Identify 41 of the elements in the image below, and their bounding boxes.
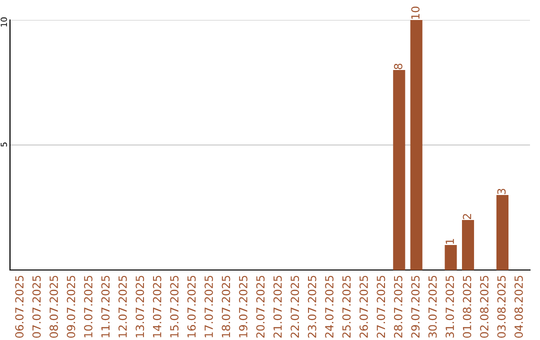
x-tick-label: 02.08.2025 [480, 276, 488, 338]
bar [462, 220, 474, 270]
x-tick-label: 10.07.2025 [84, 276, 92, 338]
x-tick-label: 11.07.2025 [101, 276, 110, 338]
data-label: 8 [394, 64, 402, 70]
x-tick-label: 23.07.2025 [308, 276, 316, 338]
x-tick-label: 29.07.2025 [411, 276, 420, 338]
data-label: 10 [411, 6, 420, 19]
x-tick-label: 13.07.2025 [136, 276, 144, 338]
x-tick-label: 25.07.2025 [342, 276, 351, 338]
x-tick-label: 18.07.2025 [222, 276, 230, 338]
x-tick-label: 09.07.2025 [66, 276, 76, 338]
x-tick-label: 06.07.2025 [15, 276, 24, 338]
data-label: 3 [497, 188, 506, 194]
x-tick-label: 08.07.2025 [50, 276, 58, 338]
x-tick-label: 14.07.2025 [152, 276, 162, 338]
data-label: 1 [446, 238, 454, 244]
x-tick-label: 12.07.2025 [118, 276, 127, 338]
bar [444, 245, 457, 270]
x-tick-label: 24.07.2025 [325, 276, 334, 338]
y-tick-label: 5 [0, 142, 7, 146]
x-tick-label: 20.07.2025 [256, 276, 265, 338]
x-tick-label: 17.07.2025 [204, 276, 213, 338]
x-tick-label: 22.07.2025 [290, 276, 300, 338]
x-tick-label: 21.07.2025 [273, 276, 282, 338]
x-tick-label: 27.07.2025 [376, 276, 386, 338]
x-tick-label: 26.07.2025 [360, 276, 368, 338]
x-tick-label: 31.07.2025 [446, 276, 454, 338]
x-tick-label: 15.07.2025 [170, 276, 179, 338]
x-tick-label: 16.07.2025 [187, 276, 196, 338]
data-label: 2 [462, 214, 472, 220]
x-tick-label: 03.08.2025 [497, 276, 506, 338]
x-tick-label: 01.08.2025 [462, 276, 472, 338]
x-tick-label: 19.07.2025 [238, 276, 248, 338]
x-tick-label: 04.08.2025 [514, 276, 523, 338]
x-tick-label: 07.07.2025 [32, 276, 41, 338]
bar [393, 70, 406, 270]
bar [496, 195, 508, 270]
x-tick-label: 28.07.2025 [394, 276, 402, 338]
bar [410, 20, 422, 270]
x-tick-label: 30.07.2025 [428, 276, 437, 338]
